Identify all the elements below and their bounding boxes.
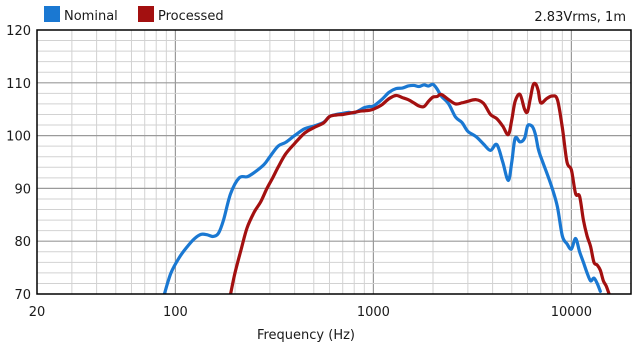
legend: Nominal Processed (44, 6, 224, 24)
legend-label-processed: Processed (158, 9, 224, 24)
x-tick-label: 1000 (357, 305, 390, 320)
measurement-annotation: 2.83Vrms, 1m (534, 10, 626, 25)
legend-swatch-processed (138, 6, 154, 22)
y-tick-label: 80 (14, 235, 31, 250)
series-line-nominal (162, 82, 602, 294)
y-tick-label: 110 (6, 77, 31, 92)
legend-swatch-nominal (44, 6, 60, 22)
y-tick-label: 90 (14, 182, 31, 197)
legend-label-nominal: Nominal (64, 9, 118, 24)
tick-labels: 20 100 1000 10000 70 80 90 100 110 120 (6, 24, 592, 320)
x-axis-label: Frequency (Hz) (257, 328, 355, 343)
y-tick-label: 100 (6, 130, 31, 145)
series-line-processed (228, 81, 611, 294)
y-tick-label: 120 (6, 24, 31, 39)
series-group (162, 81, 611, 294)
x-tick-label: 100 (163, 305, 188, 320)
x-tick-label: 20 (29, 305, 46, 320)
x-tick-label: 10000 (551, 305, 592, 320)
plot-frame (36, 29, 632, 295)
y-tick-label: 70 (14, 288, 31, 303)
